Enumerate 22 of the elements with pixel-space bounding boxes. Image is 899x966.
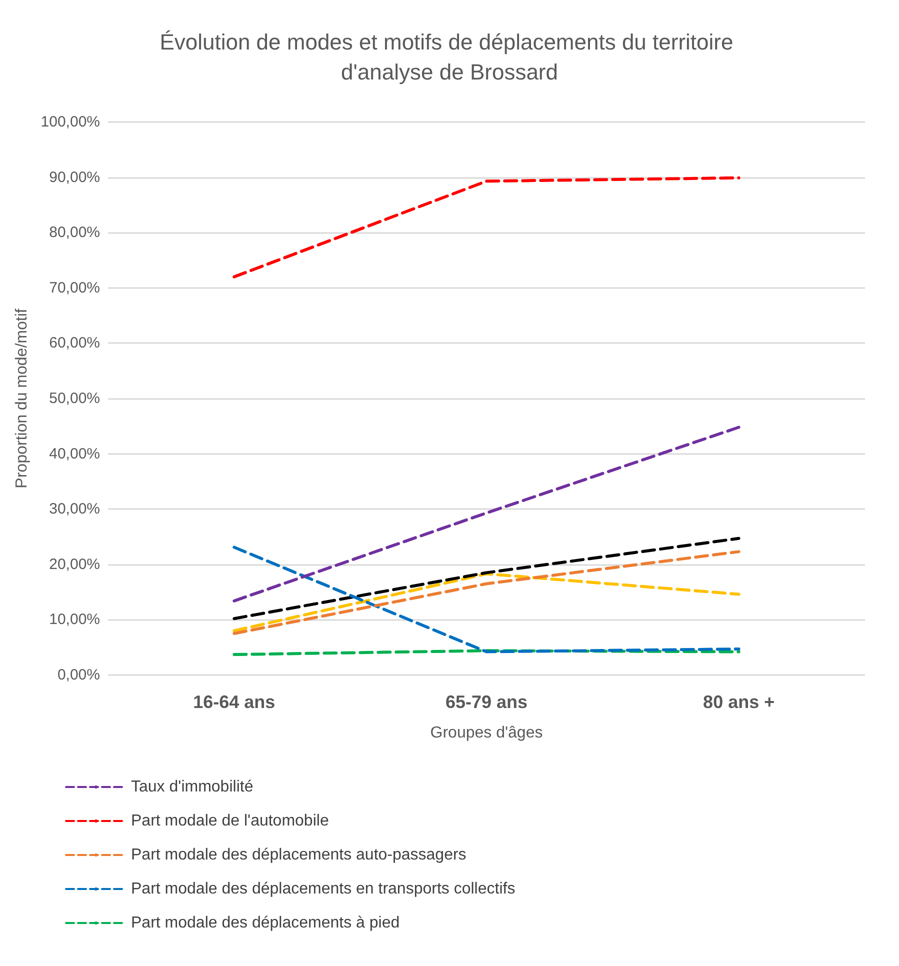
- y-tick-label: 0,00%: [57, 666, 100, 684]
- y-tick-label: 70,00%: [49, 279, 100, 296]
- y-tick-label: 20,00%: [49, 556, 100, 573]
- chart-title: Évolution de modes et motifs de déplacements du territoire d'analyse de Brossard: [160, 30, 740, 84]
- y-tick-label: 90,00%: [49, 168, 100, 186]
- legend-label: Taux d'immobilité: [131, 778, 254, 796]
- y-axis-title: Proportion du mode/motif: [13, 308, 30, 488]
- legend-label: Part modale des déplacements auto-passagers: [131, 846, 466, 864]
- y-tick-label: 60,00%: [49, 334, 100, 352]
- x-tick-label: 16-64 ans: [193, 692, 276, 712]
- y-tick-label: 40,00%: [49, 445, 100, 462]
- y-tick-label: 80,00%: [49, 224, 100, 242]
- legend-label: Part modale des déplacements à pied: [131, 914, 400, 932]
- y-tick-label: 50,00%: [49, 390, 100, 407]
- x-tick-label: 65-79 ans: [445, 692, 528, 712]
- x-axis-title: Groupes d'âges: [430, 724, 543, 742]
- y-tick-label: 100,00%: [40, 114, 100, 130]
- y-tick-label: 10,00%: [49, 611, 100, 628]
- y-tick-label: 30,00%: [49, 500, 100, 518]
- legend-label: Part modale des déplacements en transports collectifs: [131, 880, 516, 898]
- legend-label: Part modale de l'automobile: [131, 812, 329, 830]
- x-tick-label: 80 ans +: [703, 692, 775, 712]
